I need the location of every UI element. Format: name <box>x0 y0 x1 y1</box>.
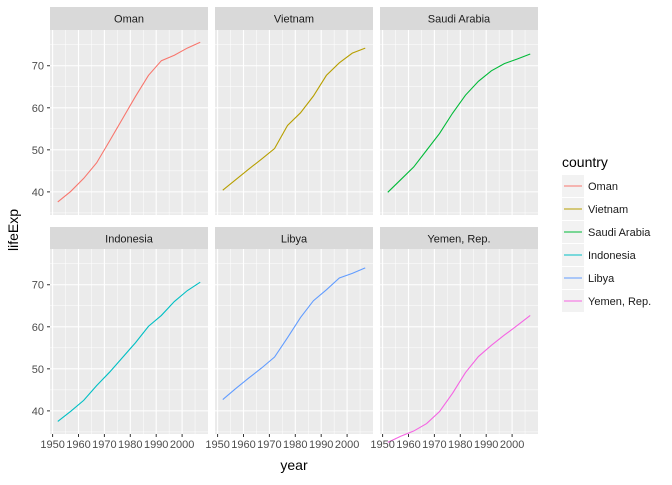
panel-bg-libya <box>215 249 373 434</box>
x-axis-title: year <box>280 457 308 473</box>
facet-label-indonesia: Indonesia <box>105 234 154 246</box>
x-tick-label: 2000 <box>170 439 194 451</box>
x-tick-label: 2000 <box>500 439 524 451</box>
panel-bg-vietnam <box>215 30 373 215</box>
panel-bg-indonesia <box>50 249 208 434</box>
facet-strip-oman <box>50 7 208 30</box>
x-tick-label: 2000 <box>335 439 359 451</box>
x-tick-label: 1980 <box>118 439 142 451</box>
facet-label-yemen-rep: Yemen, Rep. <box>427 234 490 246</box>
legend-label-saudi-arabia: Saudi Arabia <box>588 227 651 239</box>
y-tick-label: 70 <box>32 280 44 292</box>
legend-label-vietnam: Vietnam <box>588 204 628 216</box>
x-tick-label: 1970 <box>92 439 116 451</box>
series-line-saudi-arabia <box>387 53 531 193</box>
series-line-oman <box>57 41 201 203</box>
y-tick-label: 50 <box>32 145 44 157</box>
series-line-indonesia <box>57 281 201 422</box>
y-tick-label: 40 <box>32 406 44 418</box>
y-tick-label: 70 <box>32 61 44 73</box>
facet-label-vietnam: Vietnam <box>274 14 314 26</box>
y-tick-label: 40 <box>32 187 44 199</box>
series-line-yemen-rep <box>387 314 531 443</box>
legend-label-oman: Oman <box>588 181 618 193</box>
y-axis-title: lifeExp <box>5 209 21 251</box>
facet-strip-indonesia <box>50 227 208 250</box>
legend-label-yemen-rep: Yemen, Rep. <box>588 296 651 308</box>
x-tick-label: 1990 <box>144 439 168 451</box>
x-tick-label: 1990 <box>309 439 333 451</box>
facet-strip-yemen-rep <box>380 227 538 250</box>
x-tick-label: 1950 <box>40 439 64 451</box>
facet-label-libya: Libya <box>281 234 308 246</box>
facet-strip-saudi-arabia <box>380 7 538 30</box>
series-line-libya <box>222 267 366 400</box>
legend-label-libya: Libya <box>588 273 615 285</box>
x-tick-label: 1990 <box>474 439 498 451</box>
x-tick-label: 1960 <box>66 439 90 451</box>
x-tick-label: 1970 <box>422 439 446 451</box>
facet-strip-libya <box>215 227 373 250</box>
facet-label-saudi-arabia: Saudi Arabia <box>428 14 491 26</box>
legend-title: country <box>562 154 608 170</box>
panel-bg-yemen-rep <box>380 249 538 434</box>
x-tick-label: 1980 <box>448 439 472 451</box>
x-tick-label: 1980 <box>283 439 307 451</box>
x-tick-label: 1960 <box>231 439 255 451</box>
y-tick-label: 60 <box>32 103 44 115</box>
y-tick-label: 50 <box>32 364 44 376</box>
facet-strip-vietnam <box>215 7 373 30</box>
x-tick-label: 1960 <box>396 439 420 451</box>
y-tick-label: 60 <box>32 322 44 334</box>
facet-label-oman: Oman <box>114 14 144 26</box>
series-line-vietnam <box>222 47 366 191</box>
panel-bg-saudi-arabia <box>380 30 538 215</box>
x-tick-label: 1950 <box>205 439 229 451</box>
legend-label-indonesia: Indonesia <box>588 250 637 262</box>
x-tick-label: 1970 <box>257 439 281 451</box>
panel-bg-oman <box>50 30 208 215</box>
x-tick-label: 1950 <box>370 439 394 451</box>
